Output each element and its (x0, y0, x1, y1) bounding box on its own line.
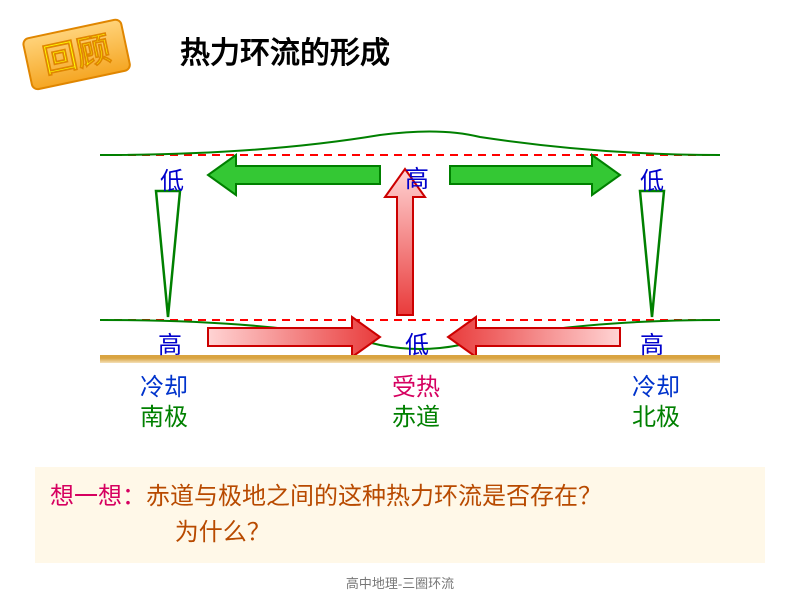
pressure-bot-right: 高 (640, 325, 664, 360)
question-prefix: 想一想： (50, 484, 146, 510)
thermal-circulation-diagram: 低 高 低 高 低 高 冷却 受热 冷却 南极 赤道 北极 (100, 135, 720, 435)
question-body-line2: 为什么？ (175, 520, 271, 546)
pole-right: 北极 (632, 397, 680, 432)
think-question: 想一想：赤道与极地之间的这种热力环流是否存在？ 为什么？ (35, 467, 765, 563)
pole-center: 赤道 (392, 397, 440, 432)
pressure-top-right: 低 (640, 161, 664, 196)
review-badge: 回顾 (22, 16, 137, 96)
pole-left: 南极 (140, 397, 188, 432)
question-body-line1: 赤道与极地之间的这种热力环流是否存在？ (146, 484, 602, 510)
pressure-top-left: 低 (160, 161, 184, 196)
pressure-bot-left: 高 (158, 325, 182, 360)
pressure-top-center: 高 (405, 159, 429, 194)
slide-title: 热力环流的形成 (180, 28, 390, 72)
footer-text: 高中地理-三圈环流 (0, 573, 800, 592)
pressure-bot-center: 低 (405, 325, 429, 360)
